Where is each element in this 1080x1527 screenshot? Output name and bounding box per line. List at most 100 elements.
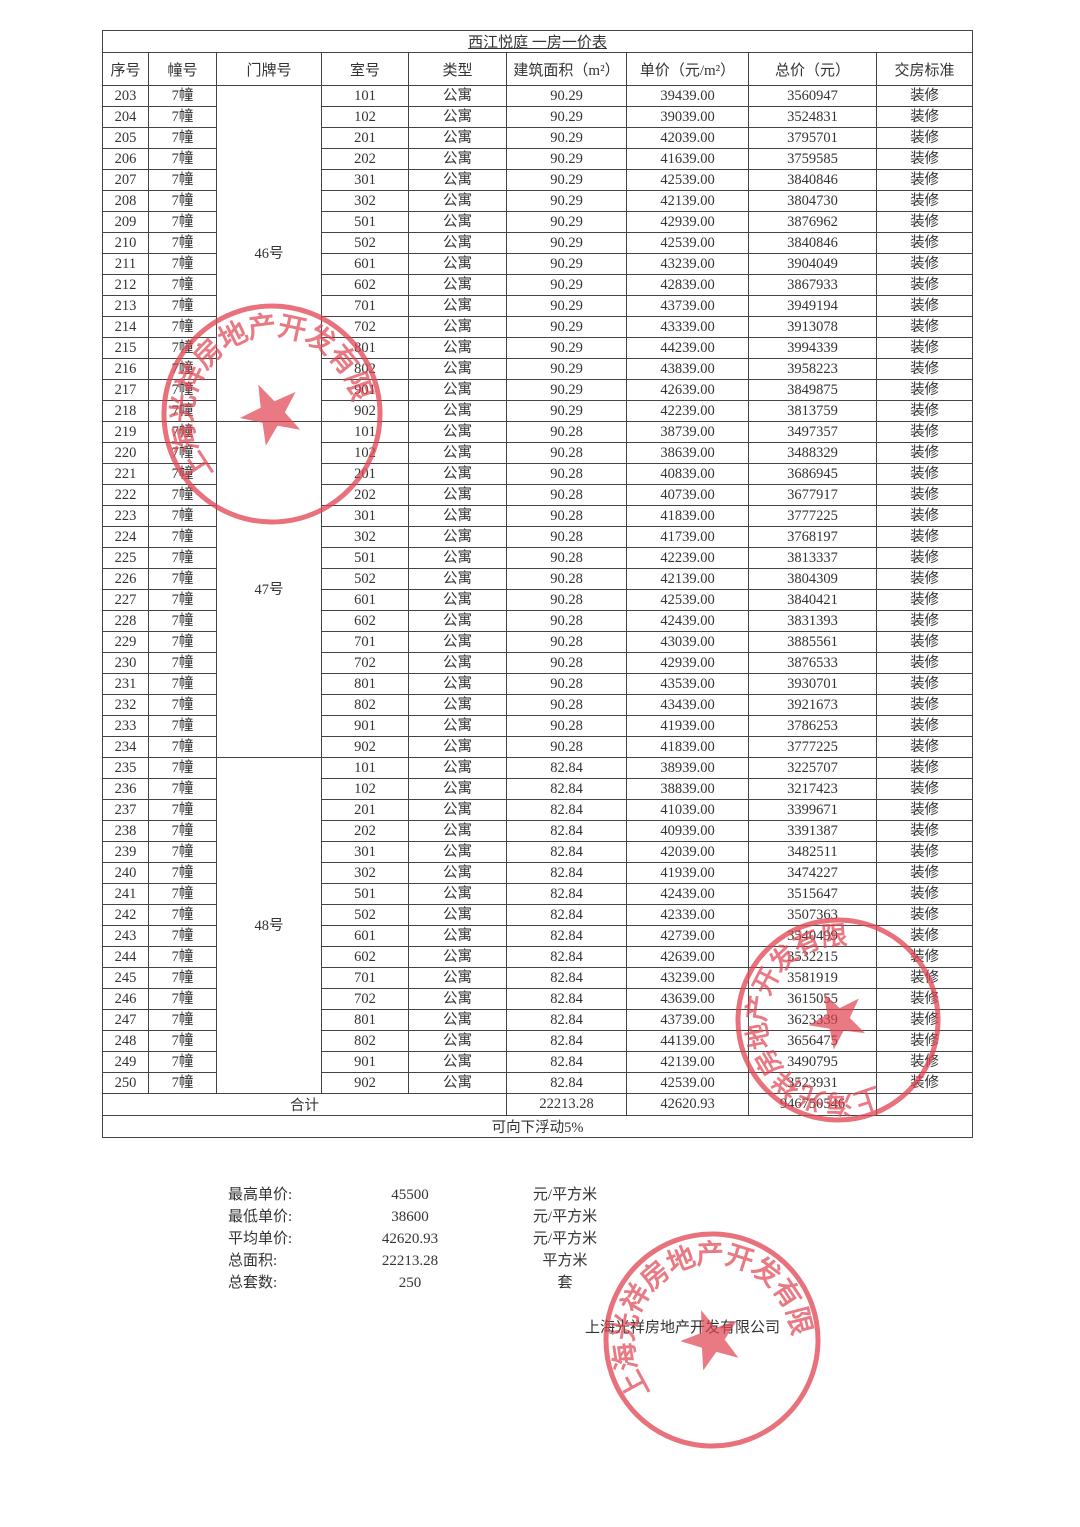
cell-unit-price: 38739.00 bbox=[626, 421, 749, 443]
cell-delivery-standard: 装修 bbox=[875, 127, 974, 149]
summary-value: 45500 bbox=[391, 1187, 429, 1203]
cell-delivery-standard: 装修 bbox=[875, 547, 974, 569]
cell-delivery-standard: 装修 bbox=[875, 85, 974, 107]
cell-delivery-standard: 装修 bbox=[875, 631, 974, 653]
cell-delivery-standard: 装修 bbox=[875, 820, 974, 842]
cell-area: 90.29 bbox=[506, 85, 627, 107]
cell-delivery-standard: 装修 bbox=[875, 400, 974, 422]
cell-area: 82.84 bbox=[506, 799, 627, 821]
cell-seq: 243 bbox=[102, 925, 149, 947]
cell-total-price: 3560947 bbox=[748, 85, 877, 107]
table-row: 233 7幢 901 公寓 90.28 41939.00 3786253 装修 bbox=[102, 715, 974, 737]
column-header: 室号 bbox=[321, 52, 409, 86]
cell-area: 90.28 bbox=[506, 589, 627, 611]
cell-unit-price: 39439.00 bbox=[626, 85, 749, 107]
cell-area: 82.84 bbox=[506, 988, 627, 1010]
cell-unit-price: 43739.00 bbox=[626, 1009, 749, 1031]
summary-label: 最低单价: bbox=[228, 1209, 293, 1225]
cell-total-price: 3994339 bbox=[748, 337, 877, 359]
cell-type: 公寓 bbox=[408, 1072, 507, 1094]
cell-seq: 220 bbox=[102, 442, 149, 464]
cell-delivery-standard: 装修 bbox=[875, 337, 974, 359]
cell-total-price: 3840421 bbox=[748, 589, 877, 611]
cell-type: 公寓 bbox=[408, 568, 507, 590]
table-row: 239 7幢 301 公寓 82.84 42039.00 3482511 装修 bbox=[102, 841, 974, 863]
company-stamp-3: 上海光祥房地产开发有限公司 bbox=[578, 1208, 822, 1449]
cell-unit-price: 39039.00 bbox=[626, 106, 749, 128]
cell-total-price: 3904049 bbox=[748, 253, 877, 275]
table-row: 208 7幢 302 公寓 90.29 42139.00 3804730 装修 bbox=[102, 190, 974, 212]
cell-seq: 227 bbox=[102, 589, 149, 611]
total-unit-price: 42620.93 bbox=[626, 1093, 749, 1116]
cell-delivery-standard: 装修 bbox=[875, 862, 974, 884]
cell-delivery-standard: 装修 bbox=[875, 505, 974, 527]
cell-total-price: 3225707 bbox=[748, 757, 877, 779]
cell-room: 902 bbox=[321, 400, 409, 422]
table-row: 203 7幢 46号 101 公寓 90.29 39439.00 3560947 装修 bbox=[102, 85, 974, 422]
cell-room: 202 bbox=[321, 148, 409, 170]
cell-room: 901 bbox=[321, 1051, 409, 1073]
cell-room: 602 bbox=[321, 274, 409, 296]
cell-total-price: 3497357 bbox=[748, 421, 877, 443]
price-float-note: 可向下浮动5% bbox=[101, 1115, 974, 1138]
cell-building: 7幢 bbox=[148, 820, 217, 842]
cell-delivery-standard: 装修 bbox=[875, 274, 974, 296]
cell-room: 302 bbox=[321, 862, 409, 884]
cell-area: 90.28 bbox=[506, 463, 627, 485]
cell-seq: 234 bbox=[102, 736, 149, 758]
cell-room: 601 bbox=[321, 253, 409, 275]
cell-building: 7幢 bbox=[148, 799, 217, 821]
total-price: 946750546 bbox=[748, 1093, 877, 1116]
summary-unit: 套 bbox=[557, 1275, 573, 1291]
table-row: 235 7幢 48号 101 公寓 82.84 38939.00 3225707 装修 bbox=[102, 757, 974, 1094]
cell-type: 公寓 bbox=[408, 295, 507, 317]
company-name: 上海光祥房地产开发有限公司 bbox=[585, 1320, 781, 1336]
cell-seq: 215 bbox=[102, 337, 149, 359]
cell-room: 702 bbox=[321, 988, 409, 1010]
cell-total-price: 3949194 bbox=[748, 295, 877, 317]
cell-delivery-standard: 装修 bbox=[875, 736, 974, 758]
cell-room: 801 bbox=[321, 673, 409, 695]
cell-type: 公寓 bbox=[408, 316, 507, 338]
cell-room: 701 bbox=[321, 631, 409, 653]
cell-delivery-standard: 装修 bbox=[875, 295, 974, 317]
door-number-cell: 47号 bbox=[216, 421, 322, 758]
cell-total-price: 3958223 bbox=[748, 358, 877, 380]
table-header: 序号 幢号 门牌号 室号 类型 建筑面积（m²） 单价（元/m²） 总价（元） 交房标准 bbox=[102, 52, 974, 86]
cell-seq: 248 bbox=[102, 1030, 149, 1052]
summary-label: 总套数: bbox=[228, 1275, 278, 1291]
cell-building: 7幢 bbox=[148, 673, 217, 695]
cell-type: 公寓 bbox=[408, 820, 507, 842]
cell-total-price: 3532215 bbox=[748, 946, 877, 968]
cell-type: 公寓 bbox=[408, 169, 507, 191]
cell-total-price: 3840846 bbox=[748, 232, 877, 254]
cell-seq: 233 bbox=[102, 715, 149, 737]
cell-room: 502 bbox=[321, 232, 409, 254]
cell-seq: 239 bbox=[102, 841, 149, 863]
cell-seq: 212 bbox=[102, 274, 149, 296]
cell-room: 302 bbox=[321, 190, 409, 212]
cell-total-price: 3490795 bbox=[748, 1051, 877, 1073]
cell-delivery-standard: 装修 bbox=[875, 988, 974, 1010]
cell-area: 90.29 bbox=[506, 295, 627, 317]
column-header: 幢号 bbox=[148, 52, 217, 86]
cell-unit-price: 42639.00 bbox=[626, 946, 749, 968]
cell-building: 7幢 bbox=[148, 757, 217, 779]
cell-seq: 224 bbox=[102, 526, 149, 548]
cell-area: 82.84 bbox=[506, 862, 627, 884]
cell-building: 7幢 bbox=[148, 610, 217, 632]
summary-value: 22213.28 bbox=[381, 1253, 439, 1269]
cell-total-price: 3523931 bbox=[748, 1072, 877, 1094]
cell-area: 90.29 bbox=[506, 232, 627, 254]
cell-unit-price: 41839.00 bbox=[626, 505, 749, 527]
cell-type: 公寓 bbox=[408, 652, 507, 674]
cell-building: 7幢 bbox=[148, 967, 217, 989]
cell-building: 7幢 bbox=[148, 841, 217, 863]
cell-area: 82.84 bbox=[506, 841, 627, 863]
cell-area: 90.28 bbox=[506, 484, 627, 506]
cell-building: 7幢 bbox=[148, 547, 217, 569]
cell-unit-price: 43739.00 bbox=[626, 295, 749, 317]
cell-delivery-standard: 装修 bbox=[875, 1072, 974, 1094]
cell-room: 102 bbox=[321, 778, 409, 800]
cell-seq: 226 bbox=[102, 568, 149, 590]
